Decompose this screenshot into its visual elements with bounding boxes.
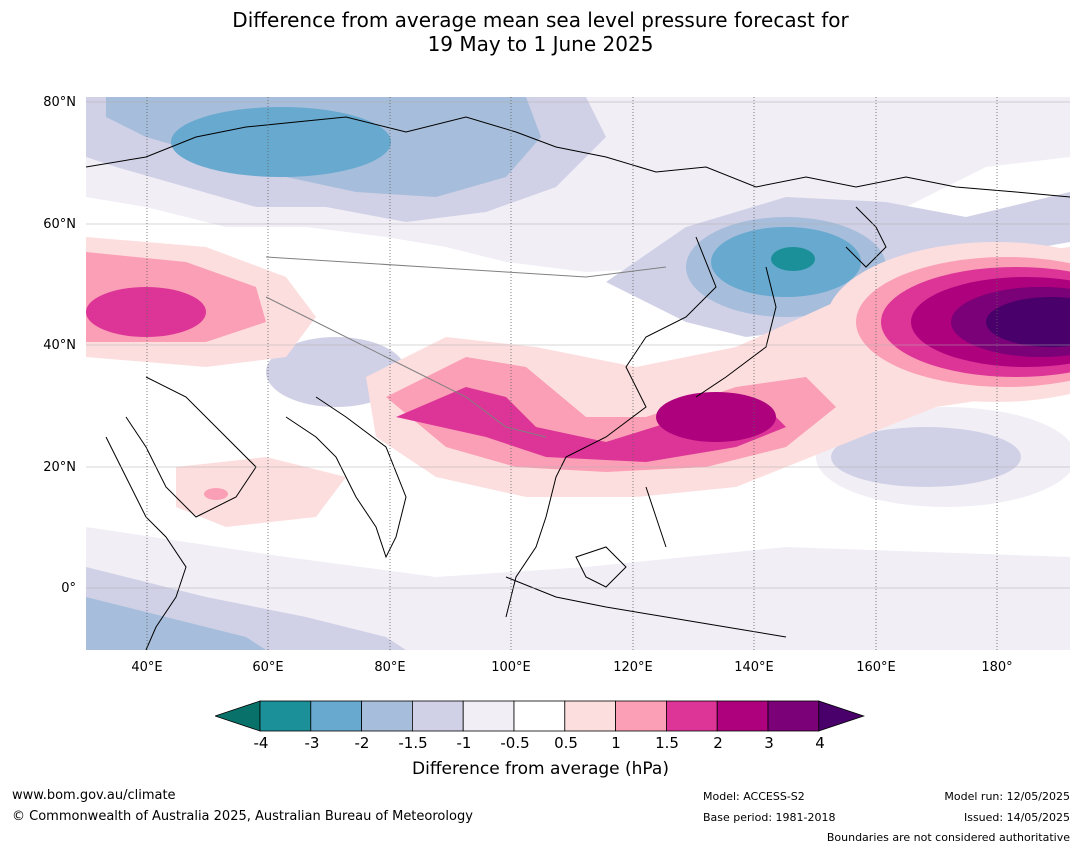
colorbar-tick-8: 1.5 bbox=[655, 734, 679, 752]
lon-label-180: 180° bbox=[981, 660, 1013, 675]
anomaly-map bbox=[86, 97, 1070, 650]
coastline-arabia bbox=[125, 376, 257, 518]
colorbar-cell bbox=[716, 700, 769, 732]
colorbar-tick-3: -1.5 bbox=[398, 734, 428, 752]
lon-label-80e: 80°E bbox=[374, 660, 406, 675]
colorbar-tick-9: 2 bbox=[713, 734, 723, 752]
positive-anomaly-layer bbox=[86, 237, 1070, 527]
lon-label-120e: 120°E bbox=[613, 660, 653, 675]
coastline-india bbox=[285, 396, 407, 559]
lat-label-60n: 60°N bbox=[43, 217, 76, 232]
colorbar-tick-10: 3 bbox=[764, 734, 774, 752]
colorbar-tick-6: 0.5 bbox=[554, 734, 578, 752]
anomaly-north-pacific-core bbox=[986, 297, 1070, 347]
base-period-text: Base period: 1981-2018 bbox=[703, 811, 836, 824]
lon-label-100e: 100°E bbox=[491, 660, 531, 675]
anomaly-black-sea bbox=[86, 287, 206, 337]
coastline-indonesia bbox=[505, 576, 787, 638]
boundary-layer bbox=[265, 256, 667, 438]
coastline-borneo bbox=[575, 546, 627, 588]
coastline-africa-east bbox=[105, 436, 187, 650]
anomaly-south-of-japan bbox=[656, 392, 776, 442]
anomaly-africa-indian-strong bbox=[86, 597, 266, 650]
colorbar-cell bbox=[361, 700, 413, 732]
anomaly-arabian-sea bbox=[176, 457, 346, 527]
lon-label-60e: 60°E bbox=[252, 660, 284, 675]
colorbar-cell bbox=[564, 700, 616, 732]
coastline-philippines bbox=[645, 486, 667, 548]
graticule bbox=[86, 97, 1070, 650]
colorbar-extend-high bbox=[818, 700, 865, 732]
lon-label-140e: 140°E bbox=[734, 660, 774, 675]
coastline-japan bbox=[695, 266, 777, 398]
colorbar-extend-low bbox=[215, 700, 261, 732]
anomaly-okhotsk-core bbox=[771, 247, 815, 271]
title-line-1: Difference from average mean sea level p… bbox=[232, 8, 849, 32]
colorbar-tick-11: 4 bbox=[815, 734, 825, 752]
boundary-china-west bbox=[425, 376, 547, 438]
colorbar-label: Difference from average (hPa) bbox=[412, 759, 669, 779]
map-canvas bbox=[86, 97, 1070, 650]
negative-anomaly-layer bbox=[86, 97, 1070, 650]
colorbar-cell bbox=[665, 700, 718, 732]
anomaly-tropics-weak bbox=[86, 527, 1070, 650]
boundary-russia-south bbox=[265, 256, 667, 278]
lat-label-40n: 40°N bbox=[43, 338, 76, 353]
anomaly-kara-sea bbox=[171, 107, 391, 177]
lon-label-160e: 160°E bbox=[856, 660, 896, 675]
colorbar-tick-4: -1 bbox=[456, 734, 472, 752]
boundary-central-asia bbox=[265, 296, 427, 378]
colorbar-tick-5: -0.5 bbox=[500, 734, 530, 752]
colorbar-tick-0: -4 bbox=[253, 734, 269, 752]
colorbar-cell bbox=[310, 700, 363, 732]
colorbar-cell bbox=[462, 700, 515, 732]
issued-text: Issued: 14/05/2025 bbox=[963, 811, 1070, 824]
coastline-eurasia-north bbox=[86, 116, 1070, 198]
anomaly-southern-china bbox=[396, 387, 786, 462]
colorbar-tick-7: 1 bbox=[611, 734, 621, 752]
disclaimer-text: Boundaries are not considered authoritat… bbox=[826, 831, 1070, 844]
lat-label-0: 0° bbox=[61, 581, 76, 596]
coastline-east-asia bbox=[505, 236, 717, 618]
model-run-text: Model run: 12/05/2025 bbox=[944, 790, 1070, 803]
anomaly-arabian-core bbox=[204, 488, 228, 500]
title-line-2: 19 May to 1 June 2025 bbox=[427, 32, 654, 56]
colorbar-tick-2: -2 bbox=[354, 734, 370, 752]
chart-title: Difference from average mean sea level p… bbox=[0, 8, 1081, 56]
colorbar-cell bbox=[615, 700, 667, 732]
lat-label-80n: 80°N bbox=[43, 95, 76, 110]
colorbar-cell bbox=[259, 700, 312, 732]
colorbar-cell bbox=[767, 700, 820, 732]
anomaly-pacific-20n-inner bbox=[831, 427, 1021, 487]
coastline-kamchatka bbox=[845, 206, 887, 268]
model-text: Model: ACCESS-S2 bbox=[703, 790, 805, 803]
lon-label-40e: 40°E bbox=[131, 660, 163, 675]
colorbar-cell bbox=[513, 700, 566, 732]
colorbar bbox=[215, 700, 865, 732]
website-link[interactable]: www.bom.gov.au/climate bbox=[12, 788, 176, 803]
colorbar-tick-1: -3 bbox=[304, 734, 320, 752]
colorbar-cell bbox=[411, 700, 464, 732]
copyright-text: © Commonwealth of Australia 2025, Austra… bbox=[12, 809, 473, 824]
lat-label-20n: 20°N bbox=[43, 460, 76, 475]
coastline-layer bbox=[86, 116, 1070, 650]
